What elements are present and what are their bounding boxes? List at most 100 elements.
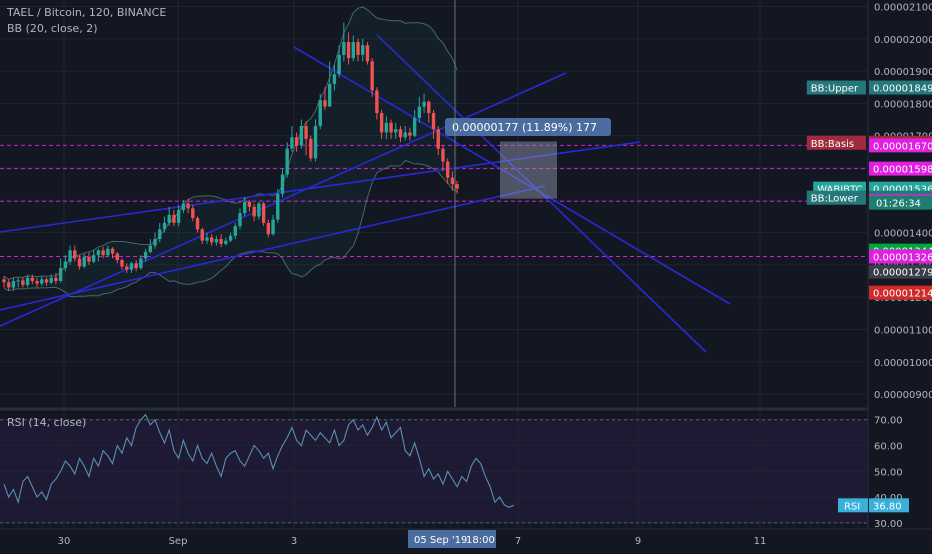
candle <box>205 232 209 244</box>
candle-body <box>205 237 209 241</box>
rsi-indicator-title[interactable]: RSI (14, close) <box>7 416 86 429</box>
candle <box>276 188 280 223</box>
candle-body <box>214 239 219 243</box>
candle-body <box>271 219 275 235</box>
price-tick-label: 0.00001900 <box>874 67 932 78</box>
candle-body <box>332 74 337 84</box>
price-tick-label: 0.00001000 <box>874 358 932 369</box>
bb-upper-line <box>3 6 458 280</box>
candle <box>337 45 341 78</box>
candle-body <box>427 101 431 114</box>
candle <box>120 258 124 270</box>
price-label-tag: BB:Lower <box>811 194 859 205</box>
candle <box>285 142 289 178</box>
candle <box>167 206 171 227</box>
price-label-bg <box>869 249 932 264</box>
trendline <box>0 141 641 233</box>
candle <box>25 274 30 288</box>
candle-body <box>153 239 157 246</box>
trendline <box>293 46 731 305</box>
candle <box>455 180 459 194</box>
candle <box>125 263 129 273</box>
candle <box>35 277 39 288</box>
candle <box>162 216 167 233</box>
price-tick-label: 0.00001100 <box>874 325 932 336</box>
candle-body <box>11 281 16 288</box>
candle-body <box>247 201 252 207</box>
grid <box>0 0 868 528</box>
candle-body <box>455 184 459 189</box>
candle <box>16 277 20 288</box>
candle <box>2 276 6 288</box>
candle-body <box>195 218 200 230</box>
price-label-bb-upper: 0.00001849 BB:Upper <box>806 80 932 95</box>
candle <box>195 216 200 233</box>
bb-indicator-title[interactable]: BB (20, close, 2) <box>7 22 98 35</box>
price-label-bg <box>869 80 932 95</box>
price-label-label-1214: 0.00001214 <box>869 285 932 300</box>
measure-label-text: 0.00000177 (11.89%) 177 <box>452 121 597 134</box>
candle-body <box>436 129 440 149</box>
candle-body <box>134 263 138 269</box>
candle <box>191 205 195 222</box>
horizontal-lines[interactable] <box>0 144 868 257</box>
rsi-tick-label: 30.00 <box>874 519 903 530</box>
candle-body <box>96 250 101 256</box>
candle <box>318 93 322 130</box>
candle <box>365 41 370 65</box>
candle-body <box>441 148 445 162</box>
price-label-value: 0.00001536 <box>873 185 932 196</box>
candle-body <box>365 45 370 62</box>
candle-body <box>91 255 96 262</box>
candle <box>143 248 148 262</box>
measure-tool[interactable]: 0.00000177 (11.89%) 177 <box>445 118 611 199</box>
trendline <box>0 72 567 327</box>
time-tick-label: 3 <box>291 536 297 547</box>
candle-body <box>120 260 124 267</box>
candle-body <box>181 203 186 210</box>
candle-body <box>209 237 214 243</box>
price-tick-label: 0.00002000 <box>874 35 932 46</box>
bb-fill <box>4 7 458 297</box>
candle <box>139 255 143 270</box>
candle-body <box>257 203 261 217</box>
candle-body <box>412 117 417 136</box>
countdown: 01:26:34 <box>869 195 932 210</box>
candle-body <box>346 41 351 59</box>
candle-body <box>172 214 176 223</box>
candle <box>58 258 63 283</box>
trendlines[interactable] <box>0 34 731 353</box>
candle-body <box>115 253 119 261</box>
candle-body <box>200 229 204 241</box>
candle-body <box>398 129 403 138</box>
rsi-value: 36.80 <box>873 501 902 512</box>
candle-body <box>403 132 407 138</box>
candle <box>304 121 308 156</box>
candle-body <box>417 106 422 118</box>
candle <box>172 209 176 227</box>
candle-body <box>285 148 289 175</box>
trendline <box>376 34 707 353</box>
countdown-bg <box>869 195 932 210</box>
candle-body <box>261 203 266 223</box>
candle <box>200 227 204 244</box>
candle-body <box>158 229 162 240</box>
candle-body <box>361 45 365 55</box>
candle-body <box>2 279 6 283</box>
price-label-tag-bg <box>806 190 866 205</box>
candle-body <box>54 277 58 282</box>
candle <box>49 274 53 285</box>
symbol-title[interactable]: TAEL / Bitcoin, 120, BINANCE <box>6 6 166 19</box>
price-label-bg <box>869 138 932 153</box>
price-label-bg <box>869 264 932 279</box>
candle <box>261 201 266 227</box>
time-tick-label: 9 <box>635 536 641 547</box>
price-label-value: 0.00001598 <box>873 165 932 176</box>
price-label-hline-1670: 0.00001670 <box>869 138 932 153</box>
candle <box>233 222 237 240</box>
candle-body <box>49 277 53 283</box>
